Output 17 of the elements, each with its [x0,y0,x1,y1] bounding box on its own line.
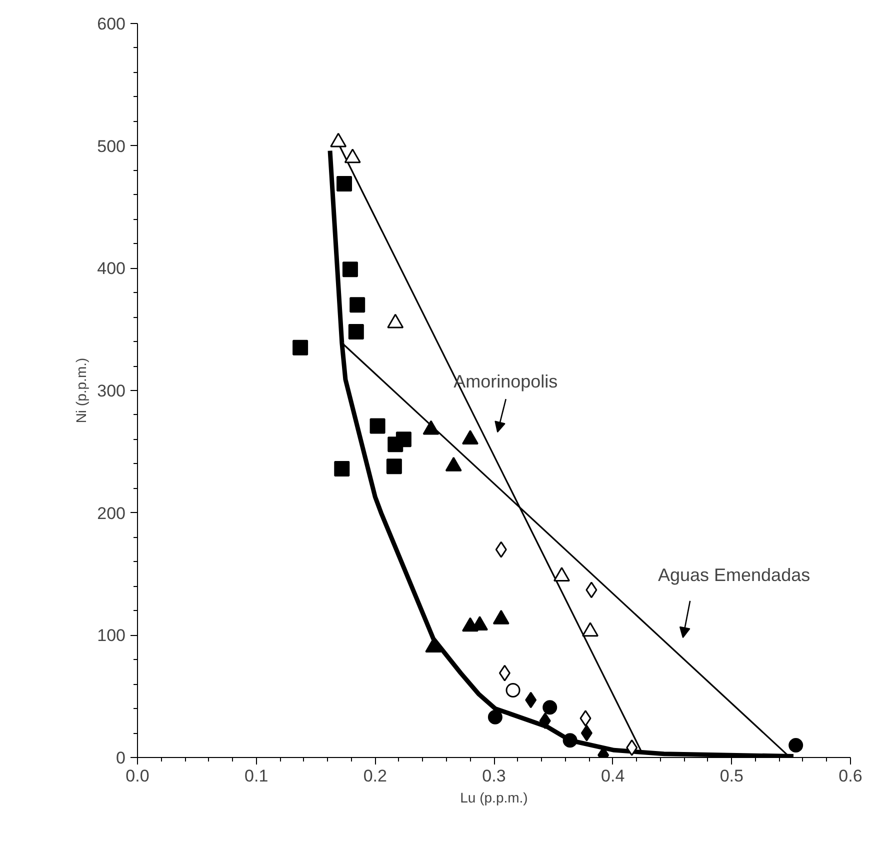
x-tick-label: 0.1 [244,766,268,786]
y-tick-label: 600 [97,14,126,34]
annotation: Aguas Emendadas [658,565,810,586]
y-tick-label: 500 [97,136,126,156]
x-tick-label: 0.0 [126,766,150,786]
x-tick-label: 0.4 [601,766,625,786]
x-tick-label: 0.6 [838,766,862,786]
y-tick-label: 300 [97,382,126,400]
y-tick-label: 400 [97,259,126,278]
x-axis-title: Lu (p.p.m.) [460,790,528,806]
x-tick-label: 0.2 [363,766,387,786]
y-tick-label: 100 [97,626,126,646]
y-tick-label: 0 [116,748,126,768]
y-axis-title: Ni (p.p.m.) [73,358,90,424]
x-tick-label: 0.3 [482,766,506,786]
x-tick-label: 0.5 [720,766,744,786]
y-tick-label: 200 [97,504,126,523]
